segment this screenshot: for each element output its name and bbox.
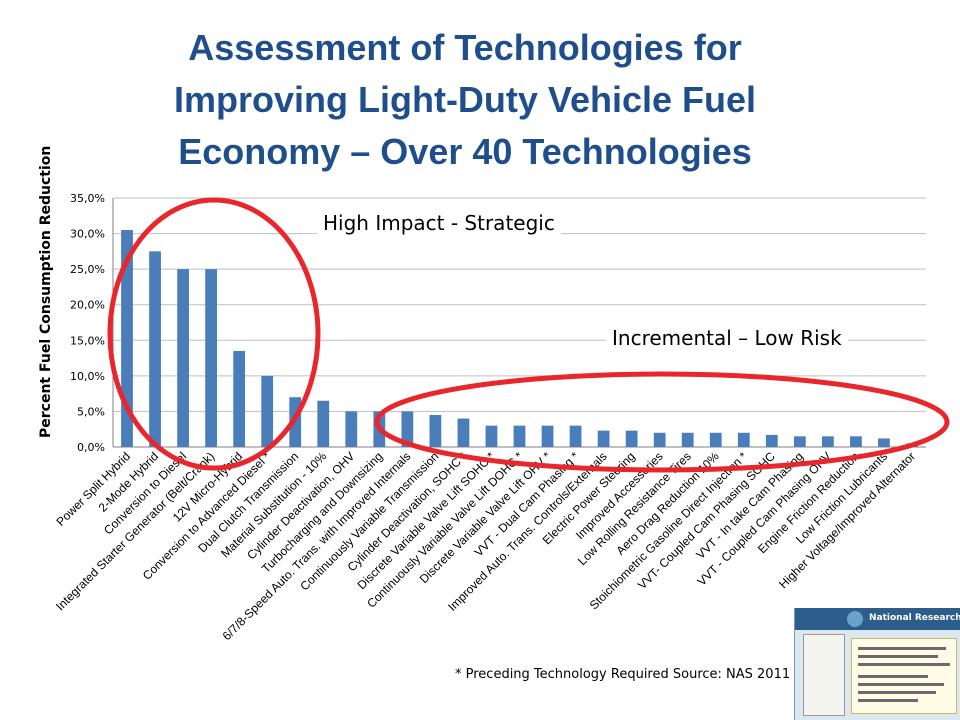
incremental-label: Incremental – Low Risk — [606, 326, 848, 350]
y-tick-label: 25,0% — [70, 263, 105, 276]
globe-icon — [847, 611, 863, 627]
bar — [233, 350, 246, 447]
bar — [793, 436, 806, 447]
bar — [205, 269, 218, 447]
bar — [737, 432, 750, 447]
bar — [261, 375, 274, 447]
bar — [485, 425, 498, 447]
bar — [541, 425, 554, 447]
report-cover-image — [803, 634, 845, 716]
bar — [821, 436, 834, 447]
bar — [149, 251, 161, 447]
bar — [681, 432, 694, 447]
bar — [513, 425, 526, 447]
bar — [653, 432, 666, 447]
title-line-2: Improving Light-Duty Vehicle Fuel — [173, 79, 757, 120]
bar — [878, 438, 890, 447]
slide-title: Assessment of Technologies for Improving… — [0, 22, 930, 178]
bar — [177, 269, 189, 447]
y-tick-label: 20,0% — [70, 299, 105, 312]
bar — [765, 434, 778, 447]
bar — [709, 432, 722, 447]
y-tick-label: 5,0% — [77, 405, 105, 418]
report-publisher: National Research Council — [869, 613, 960, 623]
y-tick-label: 15,0% — [70, 334, 105, 347]
title-line-3: Economy – Over 40 Technologies — [178, 131, 752, 172]
high-impact-label: High Impact - Strategic — [317, 211, 561, 235]
bar — [597, 430, 610, 447]
report-cover-thumbnail: National Research Council — [794, 608, 960, 720]
y-tick-label: 0,0% — [77, 441, 105, 454]
incremental-ellipse — [374, 371, 950, 473]
bar — [345, 411, 358, 447]
report-quote-box — [851, 638, 957, 714]
bar — [625, 430, 638, 447]
high-impact-ellipse — [107, 197, 321, 471]
bar — [401, 411, 414, 447]
report-header-bar: National Research Council — [795, 608, 960, 630]
bar — [429, 414, 442, 447]
bar — [317, 400, 330, 447]
y-tick-label: 10,0% — [70, 370, 105, 383]
bar — [850, 436, 862, 447]
y-tick-label: 30,0% — [70, 228, 105, 241]
title-line-1: Assessment of Technologies for — [188, 27, 742, 68]
bar — [569, 425, 582, 447]
bar — [457, 418, 470, 447]
footnote: * Preceding Technology Required Source: … — [455, 667, 791, 682]
bar — [121, 230, 133, 447]
y-tick-label: 35,0% — [70, 192, 105, 205]
y-axis-label: Percent Fuel Consumption Reduction — [38, 146, 54, 438]
